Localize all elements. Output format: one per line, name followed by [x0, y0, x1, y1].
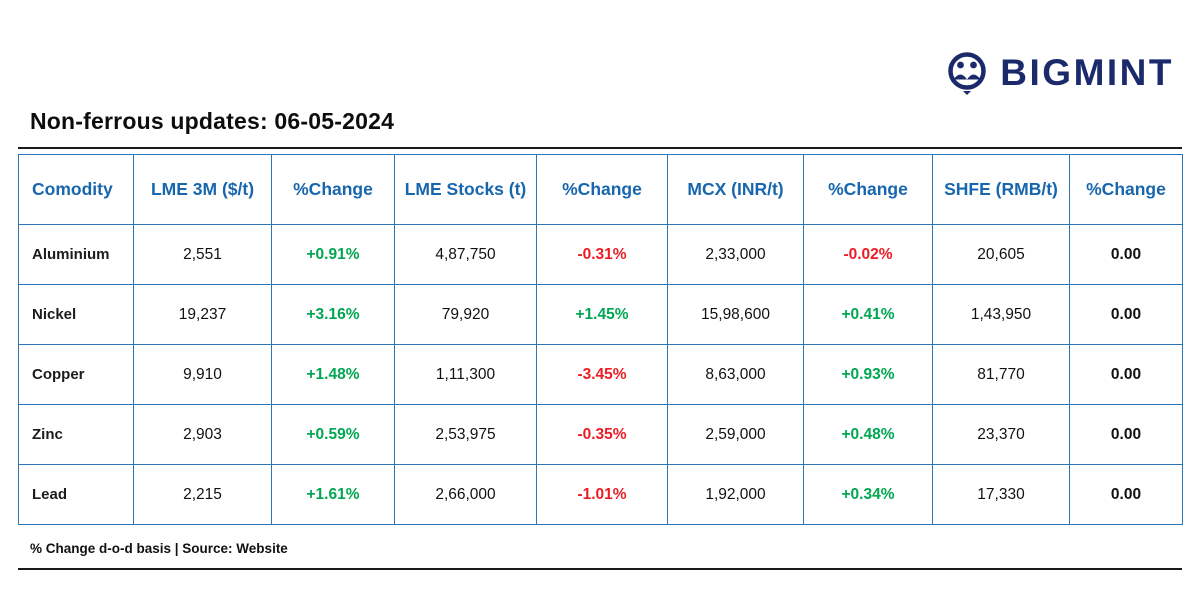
col-header-lme-3m: LME 3M ($/t) — [133, 154, 272, 225]
value-cell: 79,920 — [394, 284, 537, 345]
value-cell: 1,43,950 — [932, 284, 1070, 345]
bigmint-logo-icon — [944, 50, 990, 96]
col-header-shfe-change: %Change — [1069, 154, 1183, 225]
table-row: Nickel 19,237 +3.16% 79,920 +1.45% 15,98… — [18, 284, 1183, 345]
change-cell: 0.00 — [1069, 284, 1183, 345]
change-cell: +0.93% — [803, 344, 933, 405]
value-cell: 20,605 — [932, 224, 1070, 285]
value-cell: 2,551 — [133, 224, 272, 285]
change-cell: 0.00 — [1069, 404, 1183, 465]
change-cell: -0.31% — [536, 224, 668, 285]
col-header-mcx-change: %Change — [803, 154, 933, 225]
value-cell: 1,11,300 — [394, 344, 537, 405]
change-cell: +0.41% — [803, 284, 933, 345]
change-cell: 0.00 — [1069, 344, 1183, 405]
title-divider — [18, 147, 1182, 149]
value-cell: 2,53,975 — [394, 404, 537, 465]
change-cell: -3.45% — [536, 344, 668, 405]
change-cell: 0.00 — [1069, 464, 1183, 525]
change-cell: +0.48% — [803, 404, 933, 465]
change-cell: +1.45% — [536, 284, 668, 345]
table-header-row: Comodity LME 3M ($/t) %Change LME Stocks… — [18, 154, 1183, 225]
change-cell: -0.35% — [536, 404, 668, 465]
value-cell: 81,770 — [932, 344, 1070, 405]
table-row: Aluminium 2,551 +0.91% 4,87,750 -0.31% 2… — [18, 224, 1183, 285]
value-cell: 1,92,000 — [667, 464, 804, 525]
header: BIGMINT — [0, 0, 1200, 96]
change-cell: +3.16% — [271, 284, 395, 345]
change-cell: -0.02% — [803, 224, 933, 285]
value-cell: 9,910 — [133, 344, 272, 405]
value-cell: 19,237 — [133, 284, 272, 345]
value-cell: 2,903 — [133, 404, 272, 465]
value-cell: 2,33,000 — [667, 224, 804, 285]
commodity-cell: Aluminium — [18, 224, 134, 285]
commodity-cell: Zinc — [18, 404, 134, 465]
bottom-divider — [18, 568, 1182, 570]
table-row: Zinc 2,903 +0.59% 2,53,975 -0.35% 2,59,0… — [18, 404, 1183, 465]
col-header-shfe: SHFE (RMB/t) — [932, 154, 1070, 225]
change-cell: +0.59% — [271, 404, 395, 465]
value-cell: 15,98,600 — [667, 284, 804, 345]
col-header-lme-3m-change: %Change — [271, 154, 395, 225]
value-cell: 2,66,000 — [394, 464, 537, 525]
change-cell: +1.48% — [271, 344, 395, 405]
commodity-cell: Lead — [18, 464, 134, 525]
page-title: Non-ferrous updates: 06-05-2024 — [30, 108, 395, 134]
change-cell: 0.00 — [1069, 224, 1183, 285]
commodity-cell: Nickel — [18, 284, 134, 345]
value-cell: 8,63,000 — [667, 344, 804, 405]
value-cell: 2,59,000 — [667, 404, 804, 465]
col-header-lme-stocks-change: %Change — [536, 154, 668, 225]
col-header-lme-stocks: LME Stocks (t) — [394, 154, 537, 225]
commodity-cell: Copper — [18, 344, 134, 405]
change-cell: -1.01% — [536, 464, 668, 525]
change-cell: +1.61% — [271, 464, 395, 525]
col-header-comodity: Comodity — [18, 154, 134, 225]
table-row: Copper 9,910 +1.48% 1,11,300 -3.45% 8,63… — [18, 344, 1183, 405]
value-cell: 17,330 — [932, 464, 1070, 525]
value-cell: 23,370 — [932, 404, 1070, 465]
value-cell: 2,215 — [133, 464, 272, 525]
metals-table: Comodity LME 3M ($/t) %Change LME Stocks… — [18, 154, 1183, 525]
value-cell: 4,87,750 — [394, 224, 537, 285]
footnote: % Change d-o-d basis | Source: Website — [30, 541, 288, 556]
page: BIGMINT Non-ferrous updates: 06-05-2024 … — [0, 0, 1200, 570]
col-header-mcx: MCX (INR/t) — [667, 154, 804, 225]
change-cell: +0.34% — [803, 464, 933, 525]
brand-name: BIGMINT — [1000, 52, 1174, 93]
change-cell: +0.91% — [271, 224, 395, 285]
table-row: Lead 2,215 +1.61% 2,66,000 -1.01% 1,92,0… — [18, 464, 1183, 525]
